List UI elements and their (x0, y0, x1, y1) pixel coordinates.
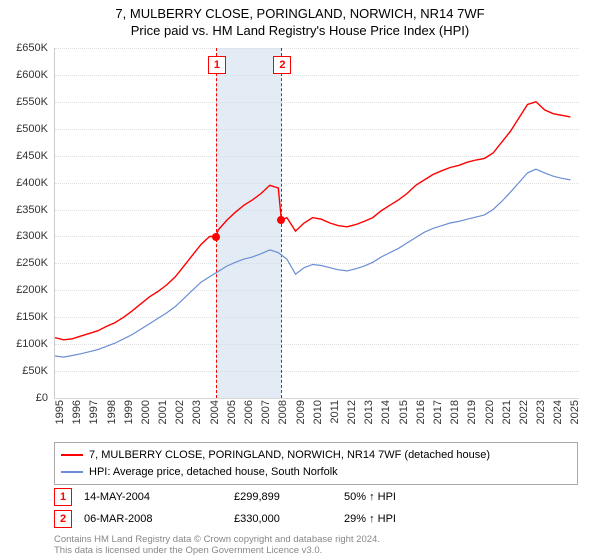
legend-label: 7, MULBERRY CLOSE, PORINGLAND, NORWICH, … (89, 447, 490, 464)
y-axis-label: £450K (0, 150, 48, 162)
x-axis-label: 2012 (346, 400, 358, 440)
sale-date: 06-MAR-2008 (84, 513, 234, 525)
x-axis-label: 2015 (398, 400, 410, 440)
x-axis-label: 1996 (71, 400, 83, 440)
x-axis-label: 2023 (535, 400, 547, 440)
x-axis-label: 2000 (140, 400, 152, 440)
series-hpi (55, 48, 579, 398)
x-axis-label: 2025 (569, 400, 581, 440)
x-axis-label: 2001 (157, 400, 169, 440)
x-axis-label: 2024 (552, 400, 564, 440)
y-axis-label: £50K (0, 365, 48, 377)
x-axis-label: 1995 (54, 400, 66, 440)
y-axis-label: £350K (0, 204, 48, 216)
x-axis-label: 2007 (260, 400, 272, 440)
y-axis-label: £400K (0, 177, 48, 189)
footer: Contains HM Land Registry data © Crown c… (54, 534, 578, 557)
x-axis-label: 2020 (484, 400, 496, 440)
title-line1: 7, MULBERRY CLOSE, PORINGLAND, NORWICH, … (0, 6, 600, 23)
table-row: 2 06-MAR-2008 £330,000 29% ↑ HPI (54, 508, 578, 530)
chart-title: 7, MULBERRY CLOSE, PORINGLAND, NORWICH, … (0, 0, 600, 40)
x-axis-label: 2018 (449, 400, 461, 440)
x-axis-label: 2021 (501, 400, 513, 440)
x-axis-label: 2008 (277, 400, 289, 440)
chart-area: 12 £0£50K£100K£150K£200K£250K£300K£350K£… (54, 48, 578, 398)
x-axis-label: 2022 (518, 400, 530, 440)
sale-change: 50% ↑ HPI (344, 491, 464, 503)
x-axis-label: 2013 (363, 400, 375, 440)
x-axis-label: 2014 (380, 400, 392, 440)
sale-date: 14-MAY-2004 (84, 491, 234, 503)
table-row: 1 14-MAY-2004 £299,899 50% ↑ HPI (54, 486, 578, 508)
footer-line: This data is licensed under the Open Gov… (54, 545, 578, 556)
title-line2: Price paid vs. HM Land Registry's House … (0, 23, 600, 40)
x-axis-label: 2004 (209, 400, 221, 440)
sale-marker-icon: 1 (54, 488, 72, 506)
x-axis-label: 2011 (329, 400, 341, 440)
y-axis-label: £100K (0, 338, 48, 350)
x-axis-label: 1999 (123, 400, 135, 440)
x-axis-label: 2002 (174, 400, 186, 440)
sale-marker-icon: 2 (54, 510, 72, 528)
x-axis-label: 2010 (312, 400, 324, 440)
sale-price: £299,899 (234, 491, 344, 503)
x-axis-label: 2016 (415, 400, 427, 440)
x-axis-label: 2019 (466, 400, 478, 440)
x-axis-label: 2017 (432, 400, 444, 440)
plot-area: 12 (54, 48, 579, 399)
legend: 7, MULBERRY CLOSE, PORINGLAND, NORWICH, … (54, 442, 578, 485)
y-axis-label: £250K (0, 257, 48, 269)
legend-swatch (61, 471, 83, 473)
chart-container: 7, MULBERRY CLOSE, PORINGLAND, NORWICH, … (0, 0, 600, 560)
y-axis-label: £0 (0, 392, 48, 404)
sale-price: £330,000 (234, 513, 344, 525)
legend-label: HPI: Average price, detached house, Sout… (89, 464, 338, 481)
footer-line: Contains HM Land Registry data © Crown c… (54, 534, 578, 545)
y-axis-label: £500K (0, 123, 48, 135)
legend-item: 7, MULBERRY CLOSE, PORINGLAND, NORWICH, … (61, 447, 571, 464)
x-axis-label: 2003 (191, 400, 203, 440)
y-axis-label: £200K (0, 284, 48, 296)
y-axis-label: £550K (0, 96, 48, 108)
sales-table: 1 14-MAY-2004 £299,899 50% ↑ HPI 2 06-MA… (54, 486, 578, 530)
x-axis-label: 1997 (88, 400, 100, 440)
x-axis-label: 2009 (295, 400, 307, 440)
x-axis-label: 2006 (243, 400, 255, 440)
x-axis-label: 1998 (106, 400, 118, 440)
y-axis-label: £600K (0, 69, 48, 81)
y-axis-label: £300K (0, 230, 48, 242)
y-axis-label: £150K (0, 311, 48, 323)
x-axis-label: 2005 (226, 400, 238, 440)
y-axis-label: £650K (0, 42, 48, 54)
legend-item: HPI: Average price, detached house, Sout… (61, 464, 571, 481)
gridline (55, 398, 579, 399)
sale-change: 29% ↑ HPI (344, 513, 464, 525)
legend-swatch (61, 454, 83, 456)
